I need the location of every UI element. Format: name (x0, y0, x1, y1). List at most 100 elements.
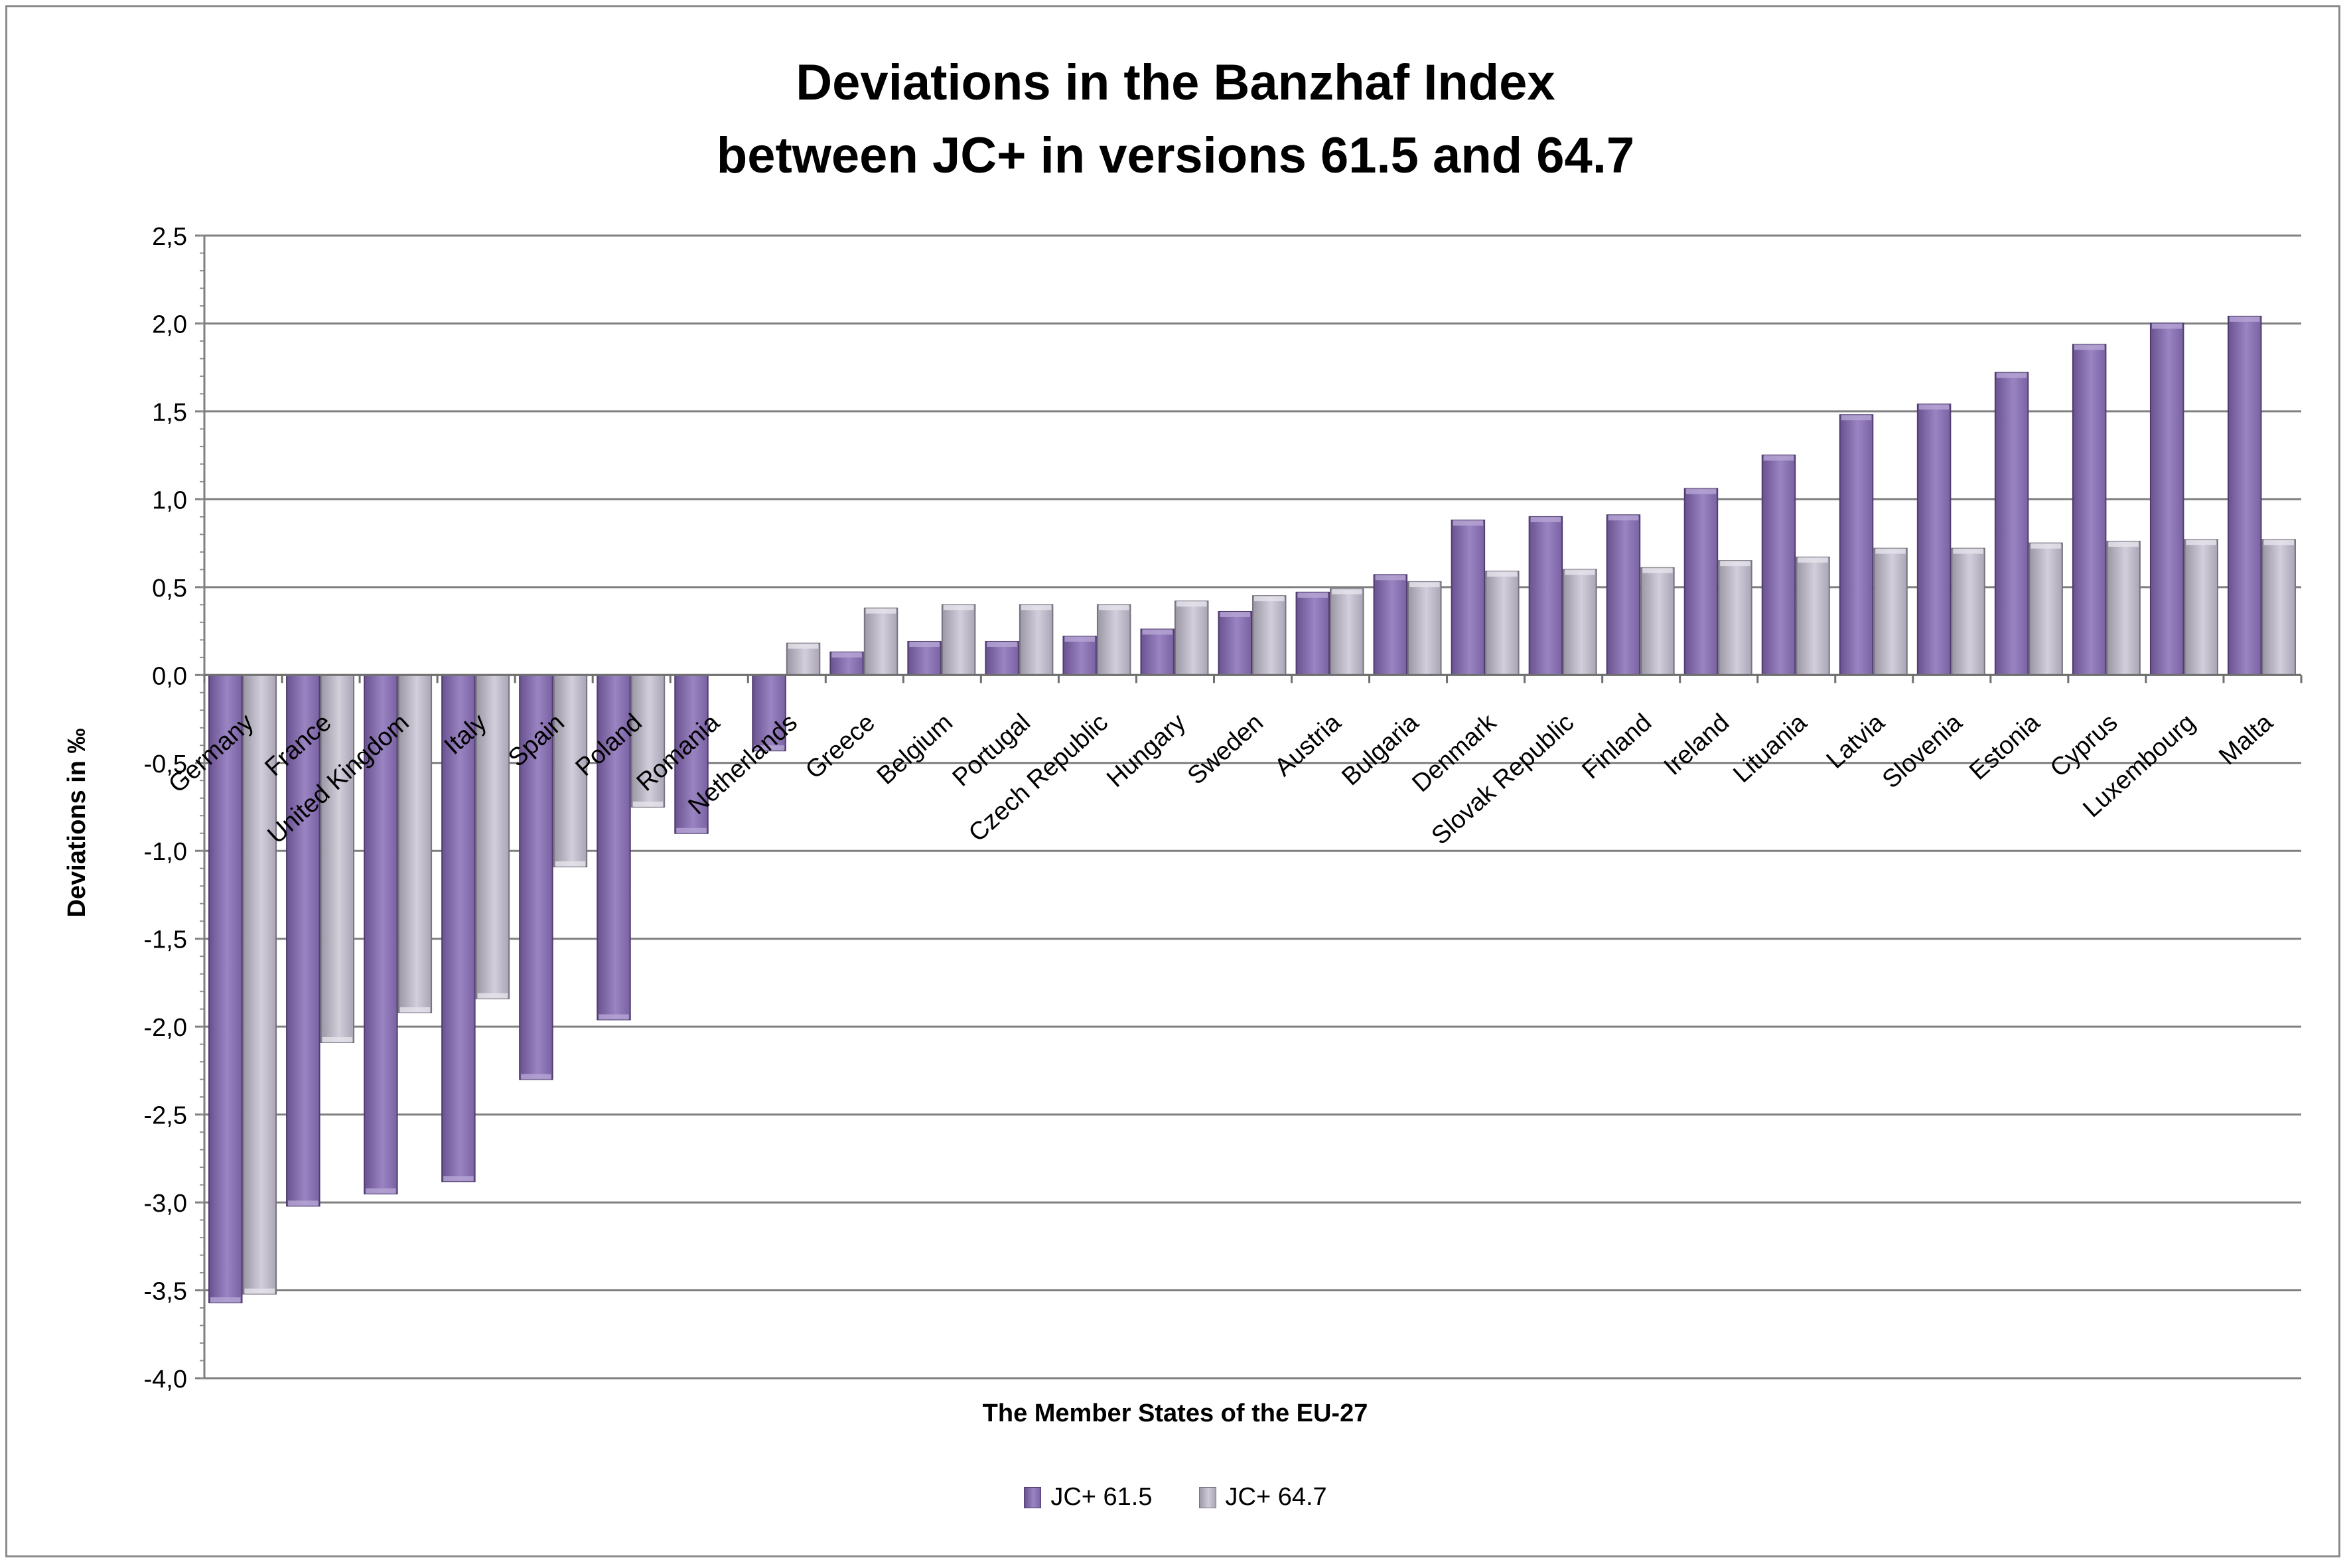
bar-jc-64-7-slovenia (1951, 547, 1985, 676)
category-label: Slovenia (1877, 708, 1968, 794)
category-label: Slovak Republic (1427, 709, 1580, 851)
legend-label-series-2: JC+ 64.7 (1225, 1483, 1327, 1511)
bar-jc-64-7-cyprus (2106, 540, 2141, 676)
bar-cap (1142, 629, 1173, 635)
bar-jc-61-5-denmark (1451, 520, 1486, 676)
y-tick-label: -0,5 (144, 750, 187, 778)
bar-jc-61-5-slovak-republic (1528, 516, 1563, 676)
category-label: Malta (2214, 708, 2279, 770)
y-tick-label: -2,5 (144, 1102, 187, 1130)
bar-cap (831, 652, 862, 658)
bar-jc-61-5-france (286, 674, 321, 1207)
gridlines (204, 234, 2301, 1380)
bar-cap (1996, 372, 2027, 378)
bar-cap (1953, 548, 1983, 554)
bar-cap (1841, 415, 1872, 421)
bar-jc-64-7-luxembourg (2184, 539, 2218, 676)
bar-cap (788, 643, 819, 649)
bar-jc-61-5-germany (208, 674, 243, 1304)
bar-cap (865, 608, 896, 614)
bar-jc-61-5-finland (1606, 514, 1641, 676)
bar-jc-64-7-finland (1640, 567, 1675, 676)
bar-cap (1642, 567, 1673, 573)
axes (195, 234, 2303, 1380)
y-tick-label: -2,0 (144, 1014, 187, 1042)
bar-jc-61-5-bulgaria (1373, 574, 1408, 676)
bar-jc-61-5-slovenia (1916, 403, 1952, 676)
bar-jc-64-7-sweden (1252, 595, 1287, 676)
y-tick-labels: 2,5 2,0 1,5 1,0 0,5 0,0 -0,5 -1,0 -1,5 -2,0 -2,5 -3… (144, 223, 187, 1393)
bar-jc-64-7-belgium (941, 604, 976, 676)
bar-cap (1608, 515, 1639, 521)
bar-cap (1798, 557, 1828, 563)
bar-jc-64-7-latvia (1873, 547, 1908, 676)
bar-jc-64-7-ireland (1718, 560, 1752, 676)
category-label: Lituania (1728, 708, 1813, 788)
bar-cap (2151, 323, 2182, 329)
bar-cap (288, 1200, 319, 1206)
bar-cap (244, 1288, 275, 1294)
category-label: Latvia (1821, 708, 1890, 774)
bar-cap (676, 827, 707, 833)
legend-item-series-2: JC+ 64.7 (1198, 1483, 1327, 1512)
bar-jc-61-5-netherlands (752, 674, 786, 752)
bar-cap (1254, 596, 1285, 602)
bar-jc-64-7-poland (630, 674, 666, 808)
bar-jc-64-7-france (320, 674, 355, 1043)
bar-jc-64-7-czech-republic (1096, 604, 1131, 676)
y-tick-label: -4,0 (144, 1366, 187, 1393)
bar-cap (1176, 601, 1207, 607)
bar-cap (1565, 569, 1595, 575)
x-axis-label: The Member States of the EU-27 (983, 1399, 1368, 1427)
legend: JC+ 61.5 JC+ 64.7 (0, 1483, 2351, 1512)
bar-cap (1220, 611, 1250, 617)
bar-jc-61-5-latvia (1839, 414, 1874, 676)
bar-cap (2229, 316, 2260, 322)
bar-jc-61-5-ireland (1683, 488, 1719, 676)
legend-swatch-series-2 (1198, 1486, 1216, 1508)
bar-cap (754, 745, 784, 751)
bar-cap (2108, 541, 2139, 547)
bar-cap (987, 641, 1017, 647)
y-tick-label: -1,5 (144, 926, 187, 954)
bar-jc-64-7-malta (2261, 539, 2296, 676)
bar-jc-64-7-united-kingdom (397, 674, 433, 1013)
bar-jc-64-7-greece (863, 607, 898, 676)
bar-cap (1763, 455, 1794, 461)
bar-cap (1530, 516, 1561, 522)
bar-cap (1720, 561, 1750, 567)
bar-jc-64-7-italy (475, 674, 510, 999)
y-tick-label: -1,0 (144, 838, 187, 866)
bar-cap (2074, 344, 2105, 350)
bar-jc-64-7-spain (553, 674, 588, 868)
bar-jc-61-5-malta (2227, 315, 2262, 676)
bar-jc-61-5-austria (1295, 591, 1330, 676)
bar-cap (1453, 520, 1484, 526)
bar-jc-64-7-germany (242, 674, 277, 1295)
bar-jc-61-5-poland (597, 674, 631, 1021)
bar-cap (2263, 539, 2294, 545)
bar-cap (2030, 543, 2061, 549)
bar-jc-61-5-cyprus (2072, 344, 2107, 676)
chart-title: Deviations in the Banzhaf Index between … (0, 46, 2351, 192)
y-tick-label: 1,5 (152, 399, 187, 427)
category-label: Estonia (1964, 708, 2046, 786)
bar-cap (1375, 575, 1406, 581)
bar-cap (477, 993, 508, 999)
bar-jc-64-7-denmark (1485, 571, 1520, 676)
bar-jc-64-7-lituania (1796, 556, 1830, 676)
bar-cap (909, 641, 940, 647)
category-label: Belgium (872, 709, 958, 790)
bar-jc-61-5-sweden (1218, 610, 1252, 676)
bar-cap (1409, 581, 1440, 587)
bar-jc-61-5-italy (441, 674, 476, 1182)
bar-cap (632, 802, 664, 807)
bar-cap (1487, 571, 1518, 577)
bar-jc-64-7-bulgaria (1407, 581, 1442, 676)
y-tick-label: 1,0 (152, 486, 187, 514)
bar-jc-61-5-estonia (1994, 372, 2029, 676)
category-label: Greece (800, 709, 881, 785)
bar-jc-64-7-slovak-republic (1563, 569, 1597, 676)
chart-title-line-1: Deviations in the Banzhaf Index (796, 54, 1555, 111)
